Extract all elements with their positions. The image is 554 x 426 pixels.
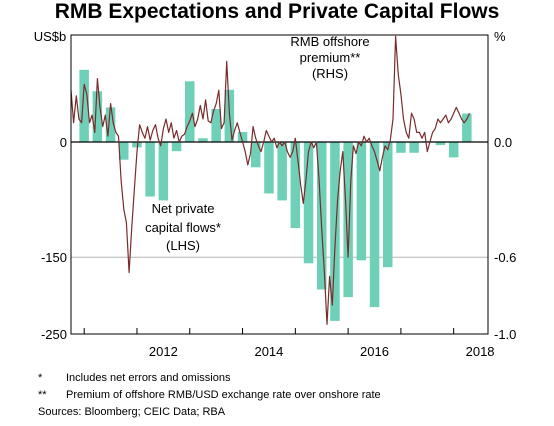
bar (132, 142, 142, 148)
plot-border (70, 34, 489, 335)
flows-annotation-line2: capital flows* (145, 220, 221, 235)
bar (211, 109, 221, 142)
x-tick-label: 2012 (149, 344, 178, 359)
bar (198, 138, 208, 142)
bar (171, 142, 182, 152)
right-tick-label: -0.6 (494, 250, 516, 265)
left-tick-label: -150 (41, 250, 67, 265)
rmb-annotation-line3: (RHS) (312, 66, 348, 81)
bar (409, 142, 419, 153)
bar (330, 142, 340, 321)
bar (396, 142, 406, 153)
x-tick-label: 2014 (254, 344, 283, 359)
bar (343, 142, 353, 298)
flows-annotation-line1: Net private (152, 201, 215, 216)
x-tick-label: 2018 (466, 344, 495, 359)
footnote-1-text: Includes net errors and omissions (66, 372, 231, 384)
bar (277, 142, 287, 201)
line-series (70, 35, 471, 325)
bar (105, 107, 116, 142)
bar (448, 142, 459, 158)
right-tick-label: 0.0 (494, 135, 512, 150)
flows-annotation-line3: (LHS) (166, 238, 200, 253)
left-tick-label: -250 (41, 327, 67, 342)
bar (369, 142, 380, 308)
left-axis-unit: US$b (34, 29, 67, 44)
bar (119, 142, 129, 160)
bar (145, 142, 155, 197)
left-tick-label: 0 (60, 135, 67, 150)
bar-series (79, 69, 472, 321)
right-axis-unit: % (494, 29, 506, 44)
footnote-2: ** Premium of offshore RMB/USD exchange … (38, 387, 381, 404)
rmb-annotation-line1: RMB offshore (290, 34, 369, 49)
plot-frame (70, 34, 489, 335)
gridlines (71, 256, 488, 335)
bar (290, 142, 301, 228)
bar (79, 69, 89, 142)
bar (303, 142, 314, 264)
bar (317, 142, 327, 290)
bar (185, 81, 195, 142)
right-tick-label: -1.0 (494, 327, 516, 342)
bar (356, 142, 367, 261)
rmb-annotation-line2: premium** (300, 50, 361, 65)
footnote-2-mark: ** (38, 389, 47, 401)
bar (383, 142, 393, 268)
chart-title: RMB Expectations and Private Capital Flo… (54, 0, 500, 23)
bar (158, 142, 169, 201)
footnote-1-mark: * (38, 372, 43, 384)
footnotes: * Includes net errors and omissions ** P… (38, 370, 381, 421)
axis-labels: US$b % -250 -150 0 -1.0 -0.6 0.0 2012 2014 2016 201… (34, 29, 517, 359)
bar (264, 142, 274, 194)
bar (435, 142, 446, 146)
bar (251, 142, 261, 168)
bar (237, 132, 248, 142)
x-tick-label: 2016 (360, 344, 389, 359)
rmb-premium-line (70, 35, 471, 325)
bar (92, 91, 103, 142)
footnote-1: * Includes net errors and omissions (38, 370, 381, 387)
sources: Sources: Bloomberg; CEIC Data; RBA (38, 406, 226, 418)
bar (462, 113, 472, 142)
footnote-2-text: Premium of offshore RMB/USD exchange rat… (66, 389, 381, 401)
